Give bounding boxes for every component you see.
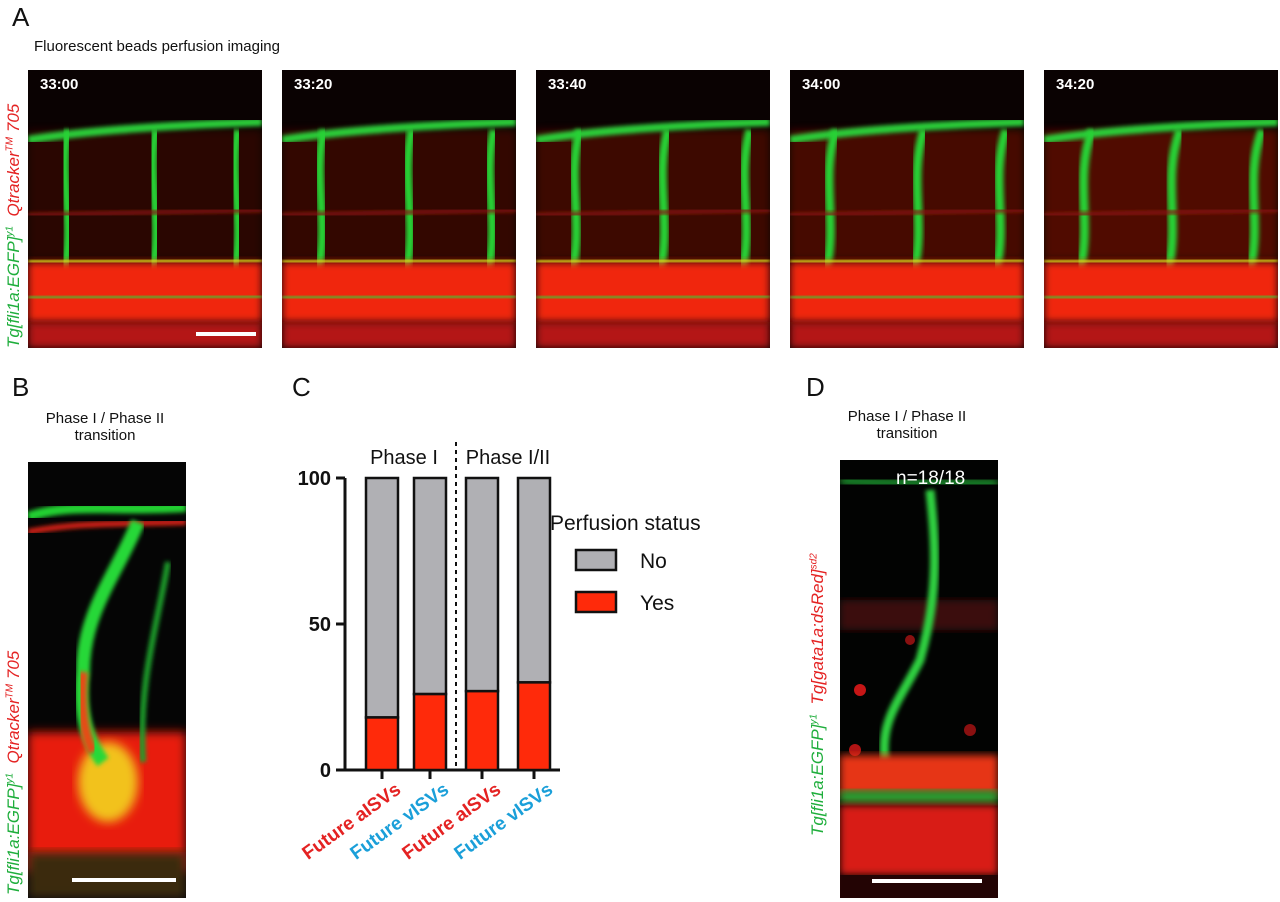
legend-title: Perfusion status [550,512,701,535]
panel-b-scale-bar [72,878,176,882]
panel-a-frame: 33:40 [536,70,770,348]
panel-b-image [28,462,186,898]
panel-d-letter: D [806,372,825,402]
bar-no [464,476,500,693]
bar-yes [516,681,552,772]
panel-d-image: n=18/18 [840,460,998,898]
panel-a-timestamp: 33:20 [294,76,333,93]
y-tick-label: 0 [320,760,331,782]
legend-swatch [574,590,618,614]
panel-d-micrograph [840,460,998,898]
panel-b-ylabel-green: Tg[fli1a:EGFP]y1 [4,772,23,895]
panel-b-ylabel-red: QtrackerTM 705 [4,650,23,764]
bar-yes [364,716,400,772]
panel-d-count: n=18/18 [896,468,966,489]
panel-b-title: Phase I / Phase II transition [45,410,165,444]
panel-a-scale-bar [196,332,256,336]
bar-no [516,476,552,684]
legend-label: No [640,550,667,573]
legend-swatch [574,548,618,572]
group-label-phase-1: Phase I [370,447,438,469]
bar-yes [412,692,448,772]
panel-a-ylabel: Tg[fli1a:EGFP]y1 QtrackerTM 705 [4,104,24,348]
panel-a-timestamp: 33:00 [40,76,79,93]
panel-a-frame: 34:00 [790,70,1024,348]
panel-a-title: Fluorescent beads perfusion imaging [34,38,280,55]
bar-no [412,476,448,696]
panel-a-timestamp: 34:20 [1056,76,1095,93]
panel-a-micrograph [28,70,262,348]
panel-d-scale-bar [872,879,982,883]
group-label-phase-1-2: Phase I/II [466,447,551,469]
y-tick-label: 100 [298,468,331,490]
bar-yes [464,689,500,772]
panel-b-micrograph [28,462,186,898]
panel-a-timestamp: 33:40 [548,76,587,93]
panel-d-title: Phase I / Phase II transition [847,408,967,442]
panel-a-ylabel-red: QtrackerTM 705 [4,103,23,217]
panel-d-ylabel-green: Tg[fli1a:EGFP]y1 [808,713,827,836]
bar-no [364,476,400,719]
panel-d-ylabel: Tg[fli1a:EGFP]y1 Tg[gata1a:dsRed]sd2 [808,553,828,836]
panel-a-micrograph [282,70,516,348]
panel-a-frame: 33:00 [28,70,262,348]
y-tick-label: 50 [309,614,331,636]
panel-a-ylabel-green: Tg[fli1a:EGFP]y1 [4,225,23,348]
panel-b-ylabel: Tg[fli1a:EGFP]y1 QtrackerTM 705 [4,651,24,895]
panel-a-micrograph [790,70,1024,348]
panel-b-letter: B [12,372,30,402]
panel-a-micrograph [536,70,770,348]
panel-c-letter: C [292,372,311,402]
panel-a-frame: 33:20 [282,70,516,348]
panel-a-micrograph [1044,70,1278,348]
panel-a-timestamp: 34:00 [802,76,841,93]
legend-label: Yes [640,592,674,615]
panel-a-letter: A [12,2,30,32]
panel-a-frame: 34:20 [1044,70,1278,348]
panel-d-ylabel-red: Tg[gata1a:dsRed]sd2 [808,553,827,705]
